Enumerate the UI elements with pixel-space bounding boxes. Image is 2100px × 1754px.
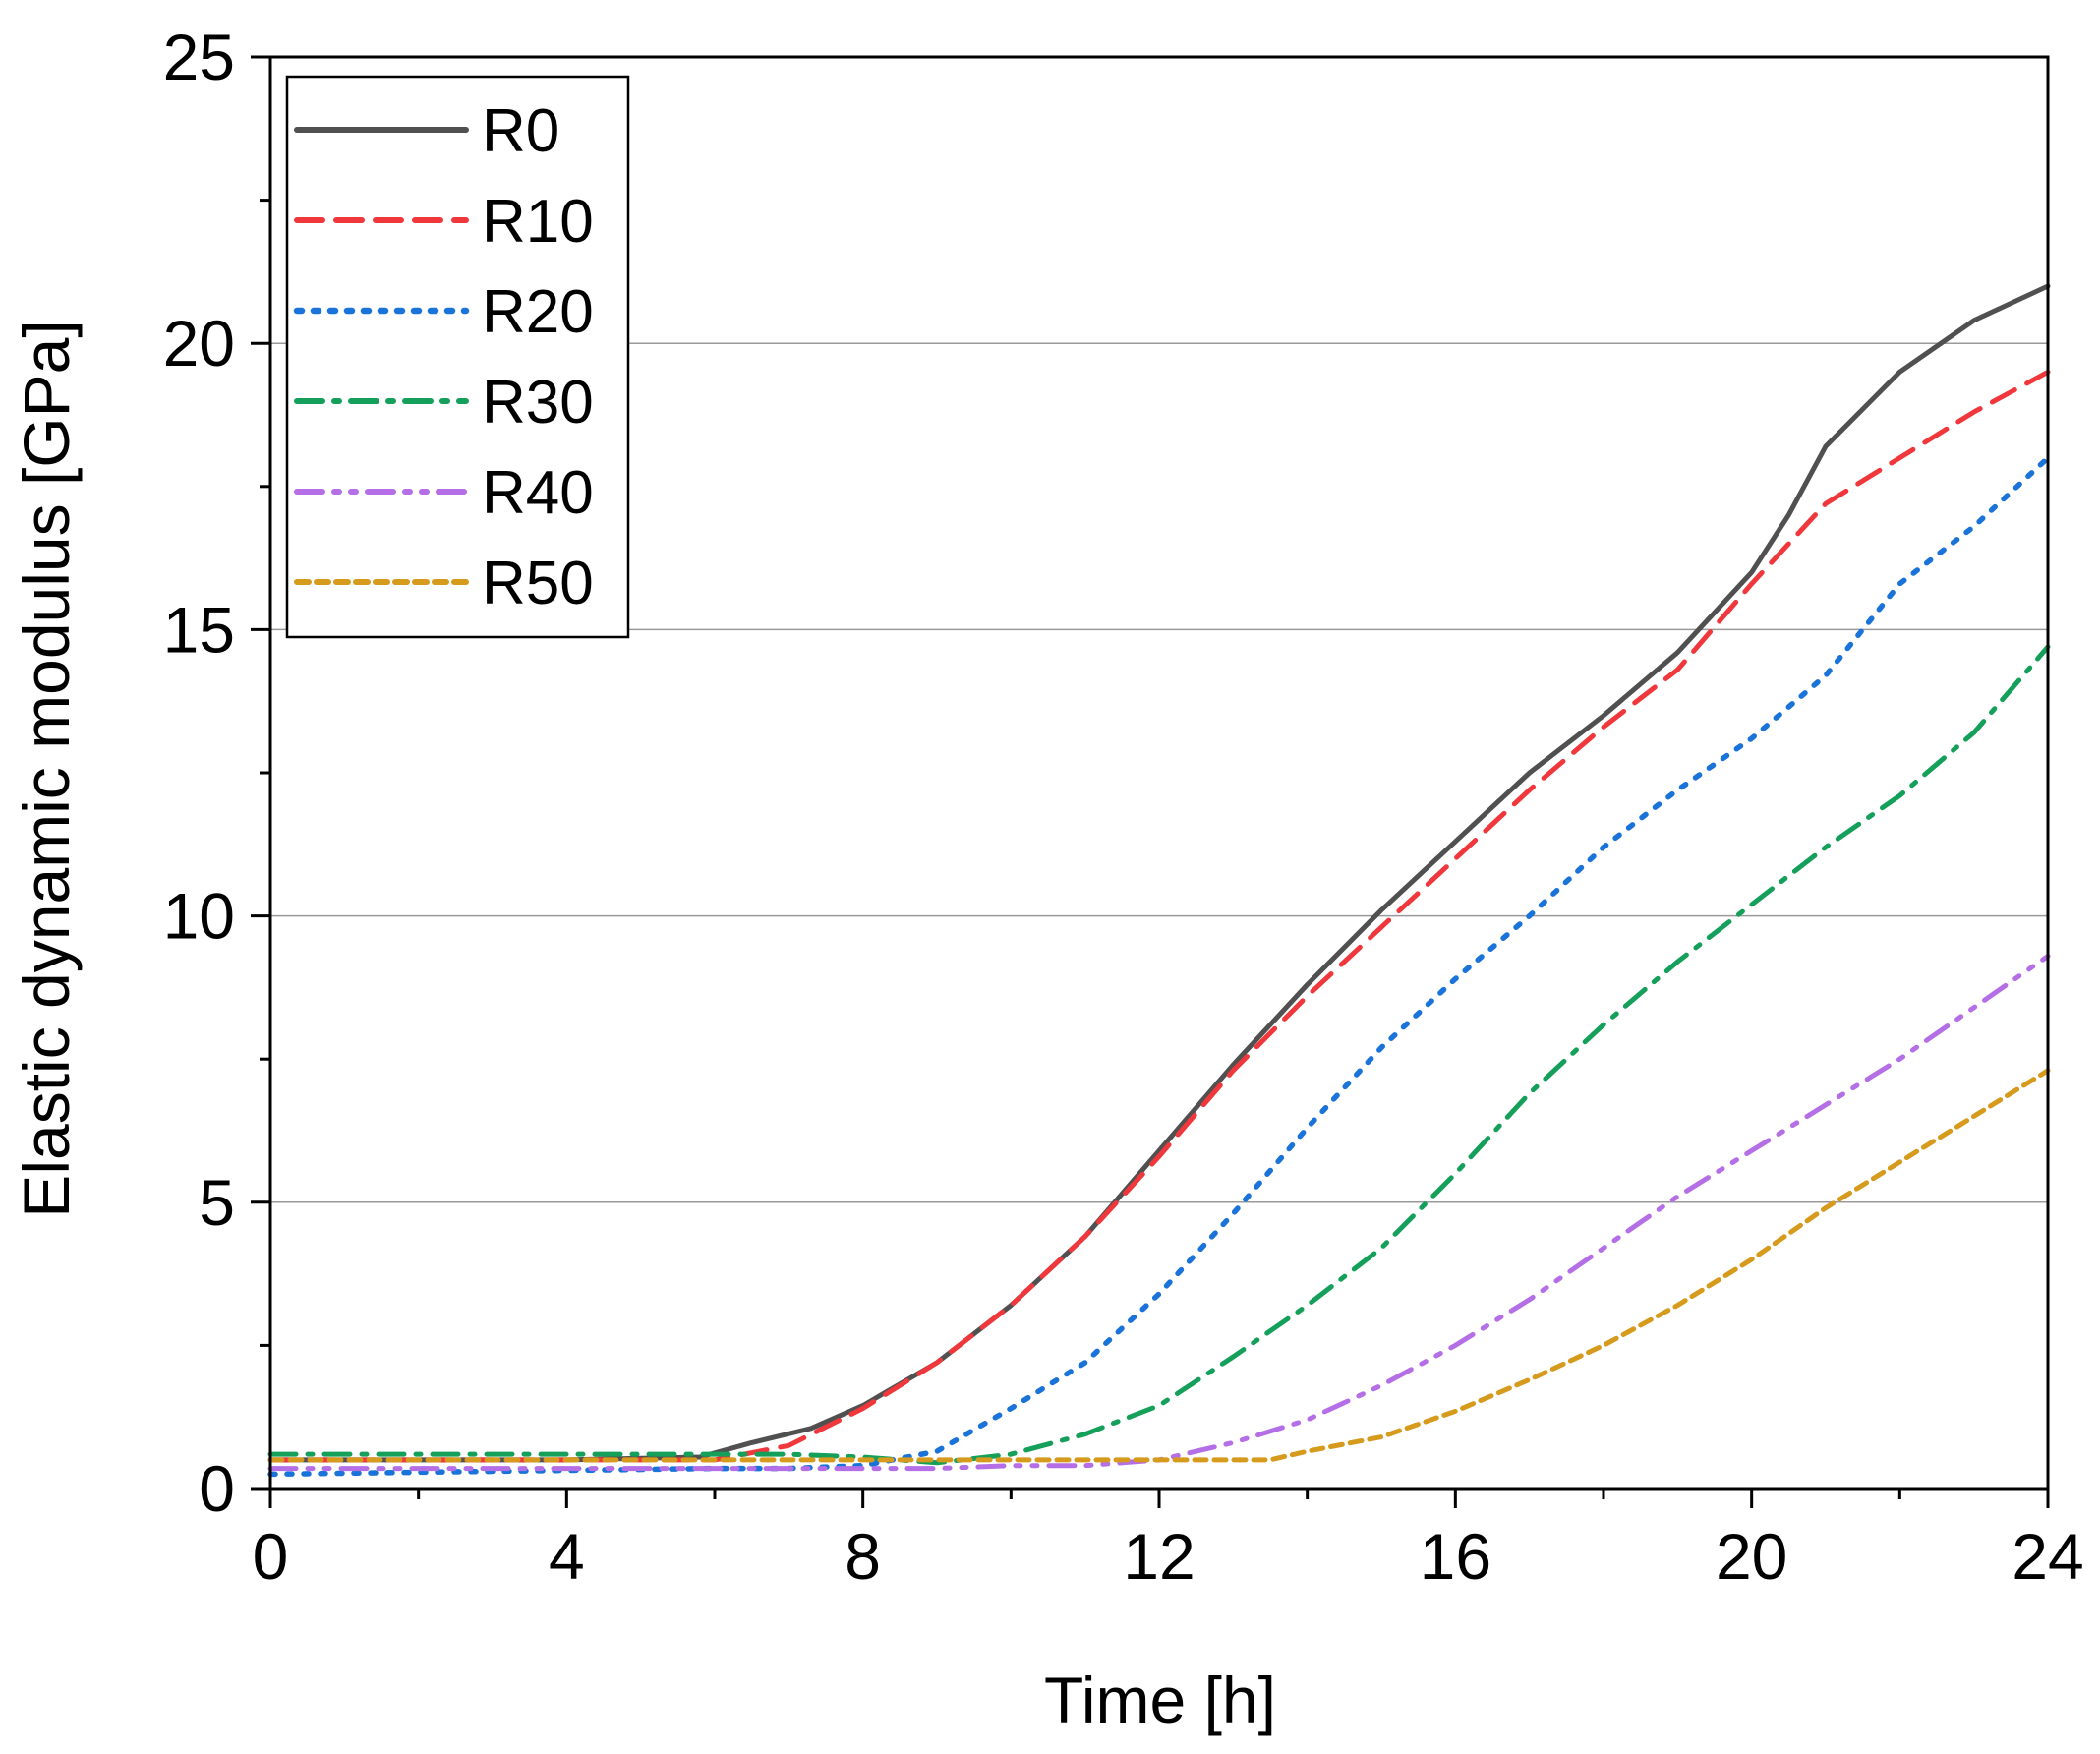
series-lines <box>267 283 2051 1478</box>
axis-ticks <box>251 55 2050 1508</box>
legend: R0 R10 R20 R30 R40 R50 <box>285 75 630 639</box>
series-line-r50 <box>267 1068 2051 1463</box>
x-tick-label: 16 <box>1420 1520 1491 1593</box>
series-line-r10 <box>267 369 2051 1463</box>
series-line-r40 <box>267 953 2051 1472</box>
y-tick-label: 20 <box>163 307 235 380</box>
y-axis-title: Elastic dynamic modulus [GPa] <box>10 320 83 1217</box>
x-axis-title: Time [h] <box>1044 1664 1276 1736</box>
x-tick-label: 4 <box>549 1520 585 1593</box>
y-tick-label: 0 <box>199 1452 235 1525</box>
legend-box <box>285 75 630 639</box>
x-tick-label: 8 <box>845 1520 881 1593</box>
legend-label-r10: R10 <box>482 188 594 256</box>
x-tick-label: 24 <box>2012 1520 2083 1593</box>
y-tick-label: 15 <box>163 593 235 666</box>
y-tick-label: 25 <box>163 21 235 93</box>
legend-label-r0: R0 <box>482 97 559 165</box>
series-line-r30 <box>267 644 2051 1466</box>
x-tick-label: 20 <box>1716 1520 1787 1593</box>
series-line-r0 <box>267 283 2051 1463</box>
x-tick-label: 0 <box>253 1520 289 1593</box>
tick-labels: 0 4 8 12 16 20 24 0 5 10 15 20 25 <box>163 21 2084 1593</box>
series-line-r20 <box>267 454 2051 1478</box>
legend-label-r40: R40 <box>482 459 594 527</box>
y-tick-label: 5 <box>199 1166 235 1239</box>
x-tick-label: 12 <box>1123 1520 1195 1593</box>
y-tick-label: 10 <box>163 880 235 953</box>
legend-label-r20: R20 <box>482 278 594 346</box>
legend-label-r30: R30 <box>482 369 594 437</box>
legend-label-r50: R50 <box>482 550 594 617</box>
